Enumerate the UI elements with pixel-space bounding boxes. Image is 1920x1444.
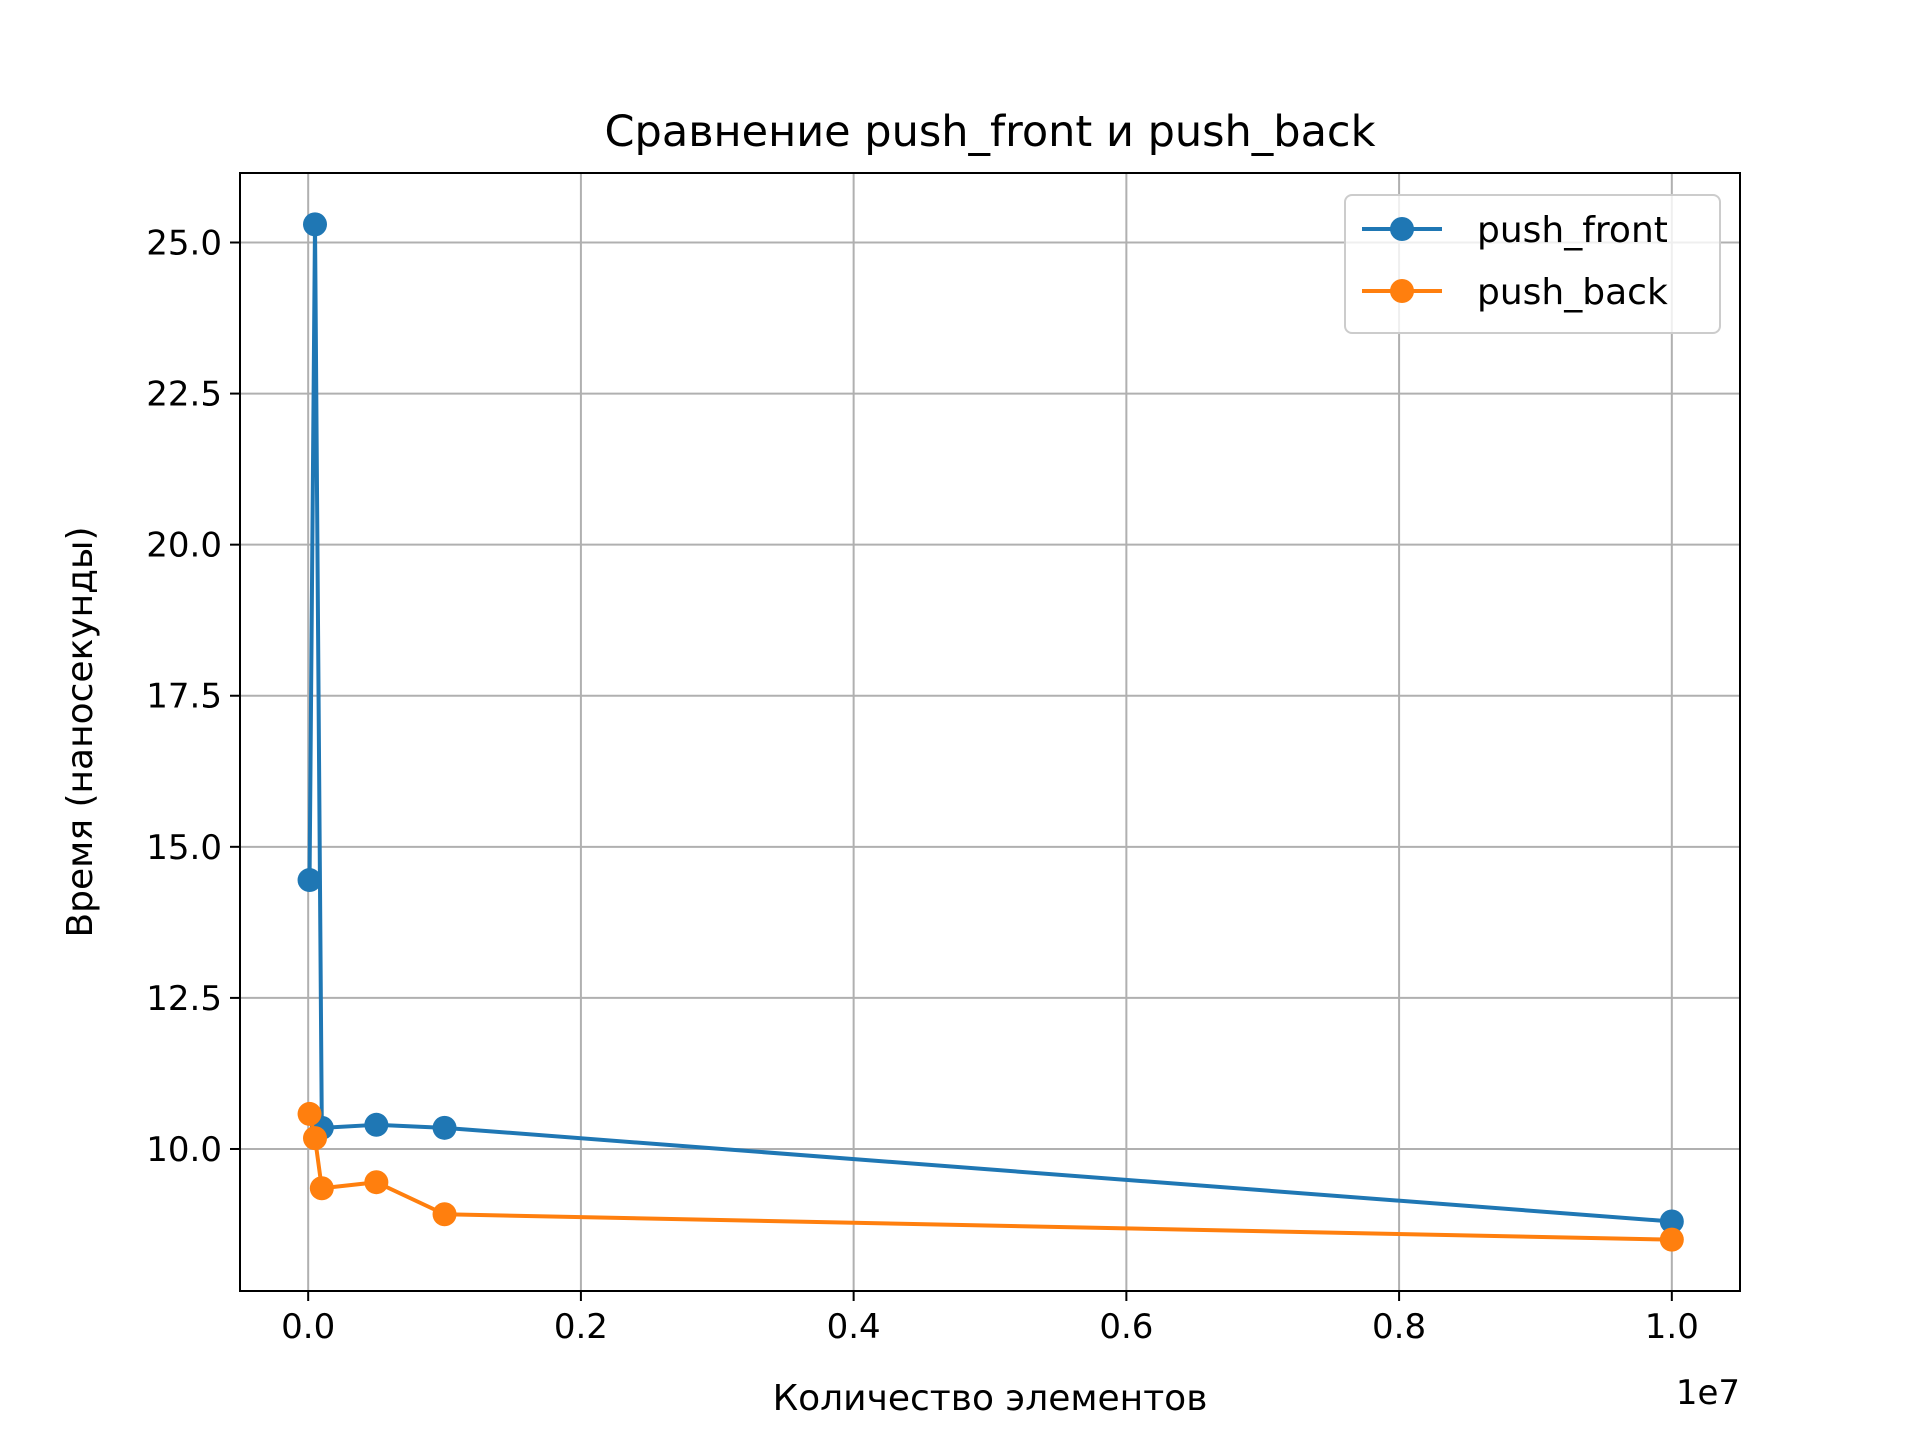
data-point-push-front [432,1115,457,1140]
data-point-push-back [364,1170,389,1195]
legend-label-push-back: push_back [1477,272,1668,313]
x-tick-label: 0.4 [827,1307,881,1347]
data-point-push-front [297,868,322,893]
grid-lines [240,173,1740,1291]
series-layer [297,212,1684,1252]
y-tick-label: 12.5 [146,979,222,1019]
data-point-push-back [432,1202,457,1227]
plot-frame [239,172,1741,1292]
x-tick-label: 1.0 [1645,1307,1699,1347]
data-point-push-front [364,1112,389,1137]
data-point-push-back [1659,1227,1684,1252]
y-tick-label: 25.0 [146,223,222,263]
series-line-push-front [307,222,1672,1224]
legend: push_front push_back [1344,194,1721,334]
data-point-push-front [303,212,327,237]
y-tick-label: 17.5 [146,677,222,717]
data-point-push-back [309,1176,334,1201]
chart-title: Сравнение push_front и push_back [605,107,1376,157]
x-axis-label: Количество элементов [773,1378,1208,1419]
y-tick-label: 22.5 [146,375,222,415]
x-tick-label: 0.0 [281,1307,335,1347]
legend-marker-push-front [1390,217,1414,241]
x-axis-ticks: 0.0 0.2 0.4 0.6 0.8 1.0 [281,1291,1699,1347]
y-axis-label: Время (наносекунды) [60,526,101,937]
x-tick-label: 0.6 [1099,1307,1153,1347]
series-push-back [297,1101,1684,1252]
series-push-front [297,212,1684,1234]
x-tick-label: 0.8 [1372,1307,1426,1347]
y-axis-ticks: 10.0 12.5 15.0 17.5 20.0 22.5 25.0 [146,223,240,1170]
y-tick-label: 20.0 [146,526,222,566]
legend-label-push-front: push_front [1477,210,1668,251]
data-point-push-front [1659,1209,1684,1234]
x-tick-label: 0.2 [554,1307,608,1347]
data-point-push-back [303,1126,327,1151]
y-tick-label: 10.0 [146,1130,222,1170]
y-tick-label: 15.0 [146,828,222,868]
legend-marker-push-back [1390,279,1414,303]
data-point-push-back [297,1101,322,1126]
x-axis-offset-label: 1e7 [1676,1373,1740,1413]
